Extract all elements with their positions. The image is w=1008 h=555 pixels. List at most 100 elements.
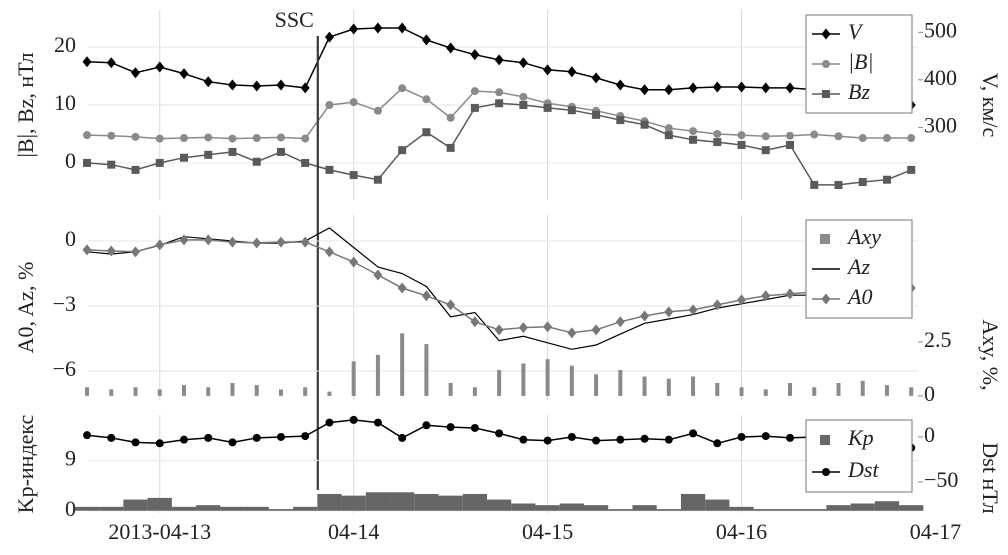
marker xyxy=(664,435,673,444)
x-tick-label: 04-14 xyxy=(328,519,379,544)
marker xyxy=(615,79,625,91)
marker xyxy=(131,67,141,79)
marker xyxy=(155,134,164,143)
marker xyxy=(689,127,698,136)
series-line xyxy=(86,227,912,350)
marker xyxy=(470,316,480,328)
marker xyxy=(907,165,916,174)
bar xyxy=(472,387,477,396)
bar xyxy=(181,385,186,396)
marker xyxy=(519,435,528,444)
marker xyxy=(810,180,819,189)
bar xyxy=(705,499,730,511)
marker xyxy=(834,132,843,141)
marker xyxy=(422,421,431,430)
bar xyxy=(220,506,245,511)
marker xyxy=(543,436,552,445)
marker xyxy=(640,310,650,322)
bar xyxy=(109,389,114,396)
marker xyxy=(301,134,310,143)
marker xyxy=(228,134,237,143)
marker xyxy=(252,134,261,143)
marker xyxy=(713,439,722,448)
y2-axis-label: V, км/с xyxy=(978,73,1003,138)
legend-label: Az xyxy=(846,254,870,279)
bar xyxy=(317,493,342,511)
marker xyxy=(519,101,528,109)
marker xyxy=(204,150,213,159)
y2-tick-label: 500 xyxy=(924,17,957,42)
bar xyxy=(147,497,172,511)
y-tick-label: 10 xyxy=(54,90,76,115)
y2-axis-label: Axy, %, xyxy=(978,319,1003,390)
bar xyxy=(206,387,211,396)
bar xyxy=(99,506,124,511)
marker xyxy=(421,290,431,302)
marker xyxy=(446,143,455,152)
marker xyxy=(786,131,795,140)
bar xyxy=(594,374,599,396)
marker xyxy=(567,432,576,441)
marker xyxy=(204,433,213,442)
marker xyxy=(615,316,625,328)
bar xyxy=(133,387,138,396)
legend-box xyxy=(805,419,913,493)
marker xyxy=(276,236,286,248)
marker xyxy=(640,84,650,96)
bar xyxy=(341,495,366,511)
marker xyxy=(155,239,165,251)
marker xyxy=(398,433,407,442)
marker xyxy=(712,81,722,93)
y2-tick-label: 400 xyxy=(924,65,957,90)
marker xyxy=(131,246,141,258)
marker xyxy=(82,56,92,68)
y-tick-label: 9 xyxy=(65,445,76,470)
marker xyxy=(761,146,770,155)
marker xyxy=(179,134,188,143)
marker xyxy=(397,282,407,294)
y-tick-label: −3 xyxy=(53,291,76,316)
marker xyxy=(713,129,722,138)
series-line xyxy=(86,239,912,334)
marker xyxy=(518,57,528,69)
marker xyxy=(470,49,480,61)
bar xyxy=(559,503,584,511)
marker xyxy=(155,439,164,448)
marker xyxy=(786,433,795,442)
panel: 0 10 20 300 400 500 |B|, Bz, нТл V, км/с xyxy=(13,10,1003,200)
marker xyxy=(882,175,891,184)
bar xyxy=(268,509,294,511)
marker xyxy=(689,135,698,144)
marker xyxy=(737,81,747,93)
marker xyxy=(592,436,601,445)
legend-label: |B| xyxy=(848,49,874,74)
bar xyxy=(521,363,526,396)
marker xyxy=(179,234,189,246)
marker xyxy=(543,321,553,333)
marker xyxy=(567,106,576,115)
bar xyxy=(438,495,463,511)
marker xyxy=(301,158,310,167)
marker xyxy=(518,322,528,334)
marker xyxy=(591,324,601,336)
marker xyxy=(543,64,553,76)
bar xyxy=(74,506,100,511)
bar xyxy=(618,369,623,396)
legend-label: V xyxy=(848,19,864,44)
bar xyxy=(569,365,574,396)
bar xyxy=(715,382,720,396)
bar xyxy=(123,499,148,511)
marker xyxy=(252,157,261,166)
marker xyxy=(398,146,407,155)
marker xyxy=(616,435,625,444)
marker xyxy=(252,80,262,92)
marker xyxy=(688,304,698,316)
bar xyxy=(642,376,647,396)
marker xyxy=(276,79,286,91)
marker xyxy=(882,134,891,143)
bar xyxy=(254,385,259,396)
marker xyxy=(373,22,383,34)
marker xyxy=(228,147,237,156)
marker xyxy=(446,299,456,311)
